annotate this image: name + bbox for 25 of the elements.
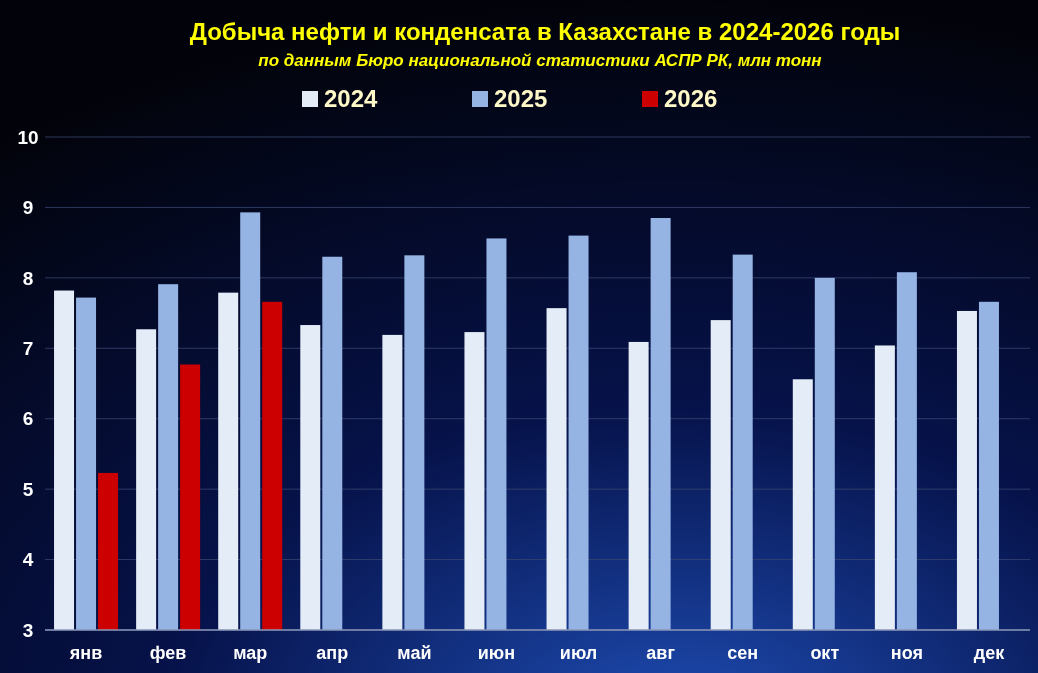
y-tick-label: 3 bbox=[22, 619, 34, 641]
x-tick-label: май bbox=[397, 643, 432, 663]
y-tick-label: 9 bbox=[22, 197, 34, 219]
x-tick-label: авг bbox=[646, 643, 676, 663]
x-tick-label: дек bbox=[973, 643, 1006, 663]
legend-label: 2025 bbox=[494, 85, 548, 112]
x-tick-label: янв bbox=[68, 643, 103, 663]
legend-label: 2026 bbox=[664, 85, 718, 112]
legend-label: 2024 bbox=[324, 85, 379, 112]
y-tick-label: 5 bbox=[22, 478, 34, 500]
y-tick-label: 7 bbox=[22, 337, 34, 359]
y-tick-label: 10 bbox=[17, 126, 39, 148]
x-tick-label: мар bbox=[233, 643, 268, 663]
x-tick-label: фев bbox=[149, 643, 187, 663]
x-tick-label: сен bbox=[727, 643, 759, 663]
chart-subtitle: по данным Бюро национальной статистики АСПР РК, млн тонн bbox=[258, 51, 822, 70]
y-tick-label: 4 bbox=[22, 549, 34, 571]
x-tick-label: ноя bbox=[890, 643, 923, 663]
x-tick-label: апр bbox=[316, 643, 349, 663]
x-tick-label: июл bbox=[559, 643, 598, 663]
y-tick-label: 8 bbox=[22, 267, 34, 289]
y-tick-label: 6 bbox=[22, 408, 34, 430]
x-tick-label: июн bbox=[477, 643, 516, 663]
x-tick-label: окт bbox=[810, 643, 840, 663]
chart-title: Добыча нефти и конденсата в Казахстане в 2024-2026 годы bbox=[189, 18, 901, 45]
